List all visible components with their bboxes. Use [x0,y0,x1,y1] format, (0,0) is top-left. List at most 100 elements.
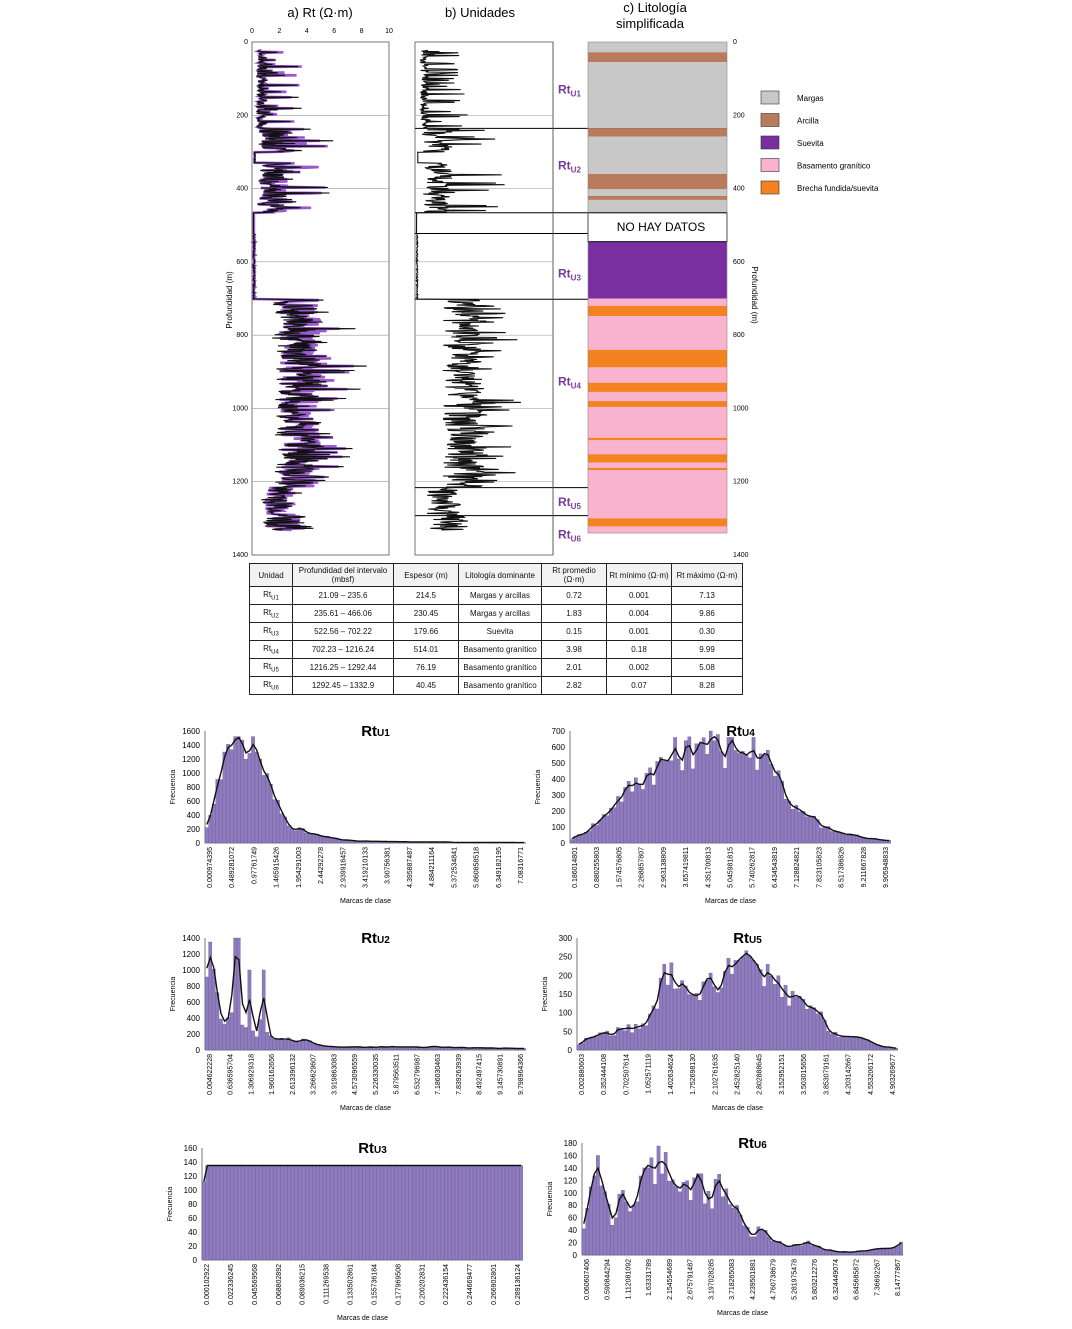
histogram-bar [685,1180,689,1256]
histogram-y-tick-label: 50 [563,1027,572,1036]
histogram-bar [612,807,617,844]
histogram-bar [748,757,752,844]
header-rt-minimo: Rt mínimo (Ω·m) [606,563,672,587]
lithology-layer-margas [588,136,727,174]
depth-axis-label-right: Profundidad (m) [750,266,759,324]
histogram-bar [637,1028,642,1051]
histogram-x-tick-label: 4.903269677 [890,1054,897,1095]
histogram-x-tick-label: 0.200202831 [419,1264,426,1305]
histogram-y-tick-label: 160 [184,1144,198,1153]
histogram-bar [276,1165,281,1261]
histogram-bar [813,1245,818,1256]
histogram-y-tick-label: 100 [559,1009,573,1018]
histogram-bar [673,988,677,1051]
legend-swatch-brecha [760,180,780,195]
histogram-bar [851,1036,856,1051]
histogram-bar [699,1173,704,1256]
histogram-bar [851,835,856,844]
histogram-bar [269,1035,273,1051]
histogram-y-tick-label: 20 [188,1242,197,1251]
histogram-bar [862,1038,866,1051]
histogram-bar [280,1165,284,1261]
histogram-y-label: Frecuencia [535,770,542,805]
histogram-bar [301,1165,306,1261]
histogram-y-tick-label: 0 [196,839,201,848]
histogram-bar [703,1203,707,1256]
histogram-bar [745,1227,750,1256]
histogram-bar [236,937,241,1051]
histogram-bar [616,796,620,844]
histogram-x-tick-label: 3.503015656 [801,1054,808,1095]
histogram-bar [749,1236,754,1256]
depth-tick-label-right: 1400 [733,552,749,559]
histogram-bar [630,1032,634,1051]
histogram-bar [365,1165,370,1261]
histogram-bar [430,1165,434,1261]
histogram-y-tick-label: 180 [564,1139,578,1148]
histogram-bar [255,1165,259,1261]
histogram-bar [683,740,688,844]
lithology-layer-basamento [588,469,727,519]
cell-interval: 21.09 – 235.6 [292,586,394,605]
lithology-layer-basamento [588,391,727,402]
title-lithology-1: c) Litología [623,0,687,15]
histogram-bar [519,1165,523,1261]
histogram-y-tick-label: 1000 [182,769,200,778]
histogram-bar [269,1165,274,1261]
cell-max: 9.86 [671,604,743,623]
histogram-bar [773,775,777,844]
histogram-y-label: Frecuencia [547,1182,554,1217]
histogram-bar [204,976,209,1051]
histogram-x-tick-label: 7.186030463 [435,1054,442,1095]
header-rt-maximo: Rt máximo (Ω·m) [671,563,743,587]
histogram-bar [603,1191,607,1256]
histogram-x-tick-label: 0.636595704 [228,1054,235,1095]
histogram-bar [641,1023,645,1051]
histogram-x-tick-label: 4.884211164 [429,847,436,887]
cell-avg: 2.82 [541,676,607,695]
histogram-bar [801,811,806,844]
histogram-bar [601,814,606,844]
lithology-legend: Margas Arcilla Suevita Basamento granítico B… [760,90,879,195]
cell-lith: Basamento granítico [458,640,542,659]
histogram-bar [304,832,309,844]
histogram-title: RtU2 [361,930,390,947]
histogram-bar [422,1165,427,1261]
lithology-frame [587,41,728,534]
cell-lith: Basamento granítico [458,676,542,695]
histogram-x-tick-label: 2.452825140 [735,1054,742,1095]
histogram-bar [308,1165,313,1261]
histogram-y-tick-label: 140 [564,1164,578,1173]
histogram-bar [591,1036,595,1051]
histogram-bar [258,1019,262,1051]
histogram-bar [279,1038,284,1051]
histogram-bar [765,964,770,1051]
histogram-bar [318,835,323,844]
histogram-bar [273,1165,277,1261]
histogram-bar [322,836,327,844]
histogram-bar [626,781,631,844]
histogram-bar [801,999,806,1051]
histogram-y-label: Frecuencia [542,977,549,1012]
histogram-bar [655,1008,659,1051]
unit-label: RtU1 [558,82,581,98]
histogram-bar [226,1165,231,1261]
table-row: RtU2 235.61 – 466.06 230.45 Margas y arcill… [249,604,743,623]
histogram-y-tick-label: 250 [559,953,573,962]
histogram-bar [305,1165,309,1261]
histogram-x-tick-label: 5.045981815 [728,847,735,888]
histogram-title-sub: U3 [374,1145,387,1156]
histogram-y-tick-label: 700 [552,727,566,736]
histogram-bar [726,737,731,844]
histogram-bar [216,1165,220,1261]
lithology-layer-brecha [588,467,727,470]
header-profundidad: Profundidad del intervalo (mbsf) [292,563,394,587]
cell-thick: 230.45 [393,604,459,623]
histogram-bar [624,1201,629,1256]
histogram-bar [376,1165,381,1261]
histogram-bar [660,1173,664,1256]
histogram-bar [251,1165,256,1261]
lithology-layer-brecha [588,454,727,463]
histogram-bar [415,1165,420,1261]
histogram-bar [401,1165,406,1261]
